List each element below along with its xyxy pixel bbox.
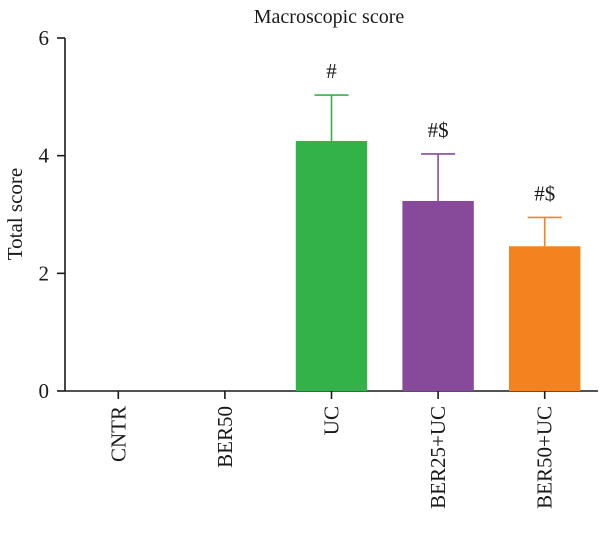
- y-tick-label: 6: [39, 26, 50, 50]
- bar: [295, 140, 368, 391]
- significance-label: #$: [534, 181, 555, 205]
- y-axis-label: Total score: [3, 168, 27, 260]
- y-tick-label: 0: [39, 379, 50, 403]
- x-tick-label: BER25+UC: [426, 406, 450, 509]
- bar: [508, 246, 581, 391]
- bar: [402, 200, 474, 391]
- y-tick-label: 2: [39, 261, 50, 285]
- significance-label: #: [326, 59, 337, 83]
- plot-area: 0 2 4 6 CNTR BER50 # UC #$ BER25+UC #$ BER50+UC: [39, 26, 598, 509]
- x-tick-label: UC: [320, 406, 344, 435]
- x-tick-label: CNTR: [106, 406, 130, 462]
- x-tick-label: BER50: [213, 406, 237, 468]
- x-tick-label: BER50+UC: [533, 406, 557, 509]
- y-tick-label: 4: [39, 144, 50, 168]
- significance-label: #$: [428, 118, 449, 142]
- chart-title: Macroscopic score: [254, 6, 405, 28]
